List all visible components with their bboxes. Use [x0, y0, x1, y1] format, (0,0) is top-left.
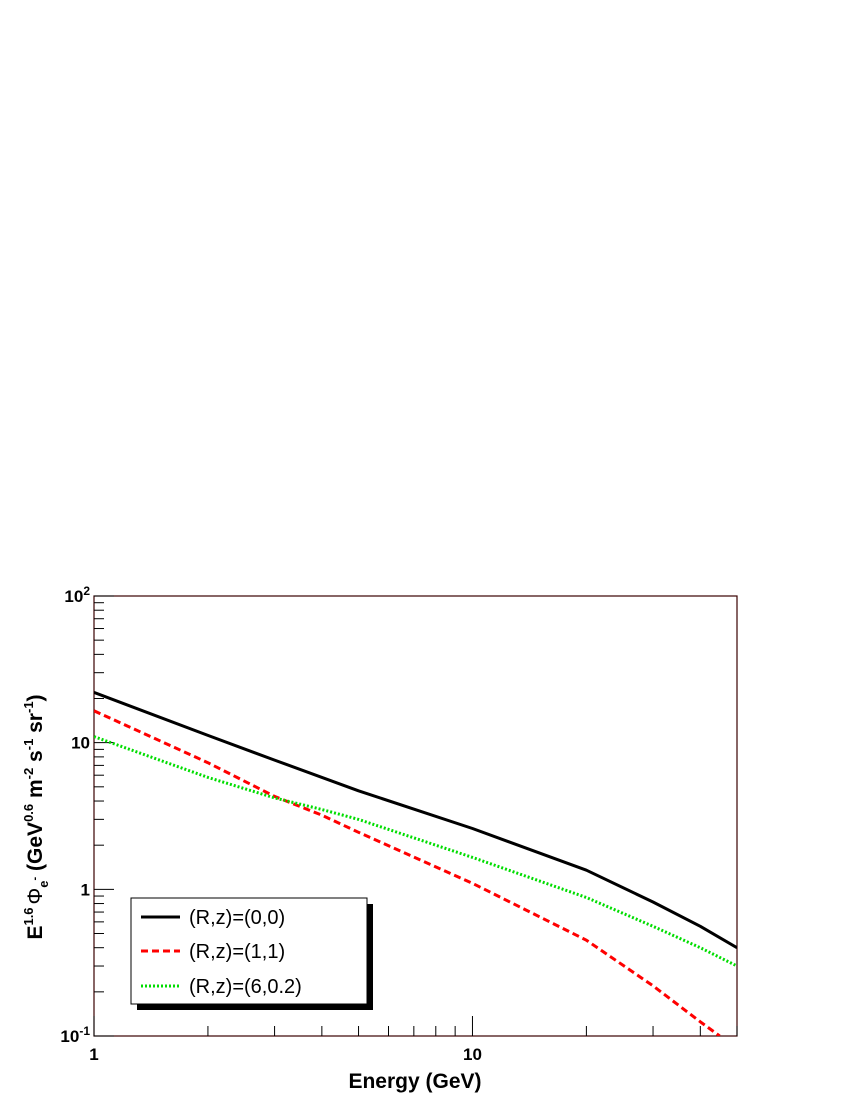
y-axis-title: E1.6Φe- (GeV0.6 m-2 s-1 sr-1) [21, 694, 51, 939]
legend-label-0: (R,z)=(0,0) [189, 907, 285, 929]
y-tick-label: 10 [71, 734, 90, 753]
y-axis: 10-1 1 10 102 [60, 584, 114, 1046]
legend-label-1: (R,z)=(1,1) [189, 941, 285, 963]
x-axis-title: Energy (GeV) [348, 1070, 481, 1093]
plot-frame [93, 595, 738, 1037]
y-tick-label: 102 [64, 584, 90, 606]
y-tick-label: 10-1 [60, 1024, 90, 1046]
series-line-0 [94, 690, 737, 949]
x-axis: 1 10 [89, 1016, 738, 1064]
x-tick-label: 10 [463, 1045, 482, 1064]
legend: (R,z)=(0,0) (R,z)=(1,1) (R,z)=(6,0.2) [130, 897, 373, 1010]
y-tick-label: 1 [81, 880, 90, 899]
x-tick-label: 1 [89, 1045, 98, 1064]
series-lines [94, 690, 737, 1036]
legend-label-2: (R,z)=(6,0.2) [189, 976, 302, 998]
series-line-1 [94, 709, 721, 1036]
series-line-2 [94, 735, 737, 968]
